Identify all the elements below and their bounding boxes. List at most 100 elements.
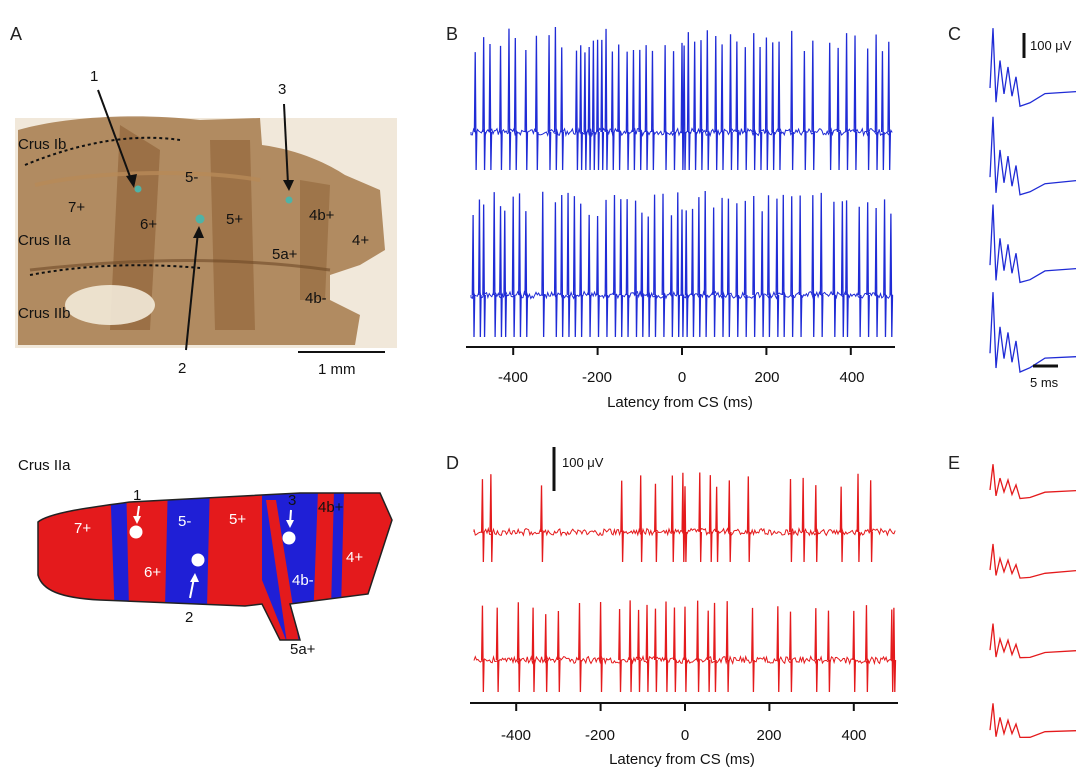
trace-b-1-spike bbox=[651, 50, 655, 171]
trace-b-2-spike bbox=[524, 211, 529, 338]
label-crus-iia: Crus IIa bbox=[18, 232, 71, 249]
trace-b-2-spike bbox=[587, 214, 592, 338]
marker-label-1: 1 bbox=[90, 68, 98, 85]
histology-section bbox=[15, 116, 397, 348]
trace-b-2-spike bbox=[697, 197, 702, 338]
trace-b-2-spike bbox=[640, 212, 645, 338]
trace-b-1-spike bbox=[632, 50, 636, 171]
trace-b-2-spike bbox=[889, 213, 894, 338]
trace-b-2-spike bbox=[613, 195, 617, 338]
schematic-site-2 bbox=[191, 553, 205, 567]
trace-d-2-spike bbox=[578, 602, 582, 693]
tick-label: -400 bbox=[501, 727, 531, 744]
marker-label-3: 3 bbox=[278, 81, 286, 98]
trace-d-2-spike bbox=[776, 606, 781, 693]
trace-b-2-spike bbox=[646, 216, 651, 338]
trace-b-2-spike bbox=[775, 198, 780, 338]
trace-d-1-spike bbox=[480, 479, 485, 563]
waveform-group-c bbox=[989, 28, 1077, 373]
trace-b-1-spike bbox=[560, 47, 564, 171]
trace-b-1-spike bbox=[680, 42, 685, 171]
trace-b-2-spike bbox=[811, 195, 816, 338]
trace-b-2-spike bbox=[819, 192, 824, 338]
tick-label: 0 bbox=[681, 727, 689, 744]
trace-d-2-spike bbox=[673, 607, 677, 693]
trace-b-1-spike bbox=[473, 52, 478, 171]
trace-b-1-spike bbox=[547, 35, 552, 171]
trace-b-1-spike bbox=[672, 51, 676, 171]
complex-spike-waveform-c bbox=[989, 292, 1077, 373]
complex-spike-waveform-c bbox=[989, 28, 1077, 108]
trace-b-1-spike bbox=[699, 40, 704, 171]
zone-label-a: 5a+ bbox=[272, 246, 298, 263]
trace-d-1-spike bbox=[489, 474, 494, 563]
trace-d-2-spike bbox=[751, 607, 755, 693]
trace-b-1-spike bbox=[524, 50, 529, 171]
trace-b-2-spike bbox=[518, 193, 522, 338]
trace-b-2-spike bbox=[874, 208, 879, 338]
trace-d-2-spike bbox=[865, 605, 869, 693]
scale-label-time-c: 5 ms bbox=[1030, 375, 1059, 390]
schematic-marker-2: 2 bbox=[185, 609, 193, 626]
tick-label: 400 bbox=[841, 727, 866, 744]
trace-b-2-spike bbox=[798, 195, 803, 338]
schematic-marker-3: 3 bbox=[288, 492, 296, 509]
trace-d-1-spike bbox=[698, 472, 703, 563]
trace-b-2-spike bbox=[883, 199, 887, 338]
schematic-title: Crus IIa bbox=[18, 457, 71, 474]
trace-b-1-spike bbox=[729, 34, 733, 171]
label-crus-iib: Crus IIb bbox=[18, 305, 71, 322]
trace-d-2-spike bbox=[696, 600, 700, 693]
trace-d-2-spike bbox=[516, 602, 521, 693]
trace-d-1-spike bbox=[715, 486, 719, 563]
tick-label: -200 bbox=[582, 369, 612, 386]
trace-b-2-spike bbox=[653, 194, 657, 338]
trace-d-2-spike bbox=[480, 605, 485, 693]
tick-label: 0 bbox=[678, 369, 686, 386]
trace-b-2-spike bbox=[471, 215, 476, 338]
trace-d-2-spike bbox=[645, 604, 650, 693]
trace-b-2-spike bbox=[499, 206, 503, 338]
trace-b-2-spike bbox=[790, 196, 794, 338]
scale-label-voltage-d: 100 μV bbox=[562, 455, 604, 470]
trace-group-d bbox=[473, 472, 897, 693]
trace-b-1-spike bbox=[575, 50, 579, 171]
zone-label-a: 6+ bbox=[140, 216, 157, 233]
trace-b-2-spike bbox=[866, 202, 870, 338]
panel-label-d: D bbox=[446, 453, 459, 473]
trace-b-1-spike bbox=[758, 47, 763, 171]
trace-group-b bbox=[470, 26, 894, 338]
trace-d-2-spike bbox=[544, 614, 548, 693]
trace-b-1-spike bbox=[874, 34, 879, 171]
tick-label: 400 bbox=[839, 369, 864, 386]
panel-label-c: C bbox=[948, 24, 961, 44]
trace-b-2-spike bbox=[579, 203, 583, 338]
trace-b-1-spike bbox=[583, 52, 588, 171]
trace-d-2-spike bbox=[495, 607, 500, 693]
trace-b-1-spike bbox=[499, 45, 503, 171]
trace-b-1-spike bbox=[735, 41, 740, 171]
tick-label: -400 bbox=[498, 369, 528, 386]
trace-d-1-spike bbox=[620, 480, 624, 563]
trace-b-2-spike bbox=[482, 204, 486, 338]
trace-b-1-spike bbox=[579, 45, 583, 171]
trace-b-2-spike bbox=[572, 196, 577, 338]
trace-b-1-spike bbox=[836, 47, 841, 171]
schematic-site-1 bbox=[129, 525, 143, 539]
trace-d-2-spike bbox=[814, 608, 819, 693]
trace-b-2-spike bbox=[553, 202, 558, 338]
trace-b-1-spike bbox=[591, 40, 596, 171]
trace-d-1-spike bbox=[727, 480, 732, 563]
trace-b-2-spike bbox=[712, 207, 716, 338]
zone-label-a: 4+ bbox=[352, 232, 369, 249]
trace-b-1-spike bbox=[828, 42, 832, 171]
trace-b-1-spike bbox=[610, 51, 615, 171]
trace-b-2-spike bbox=[840, 201, 845, 338]
trace-d-1-spike bbox=[839, 486, 844, 563]
trace-d-1-spike bbox=[654, 483, 658, 563]
trace-b-2-spike bbox=[726, 198, 731, 338]
arrow-1 bbox=[97, 89, 133, 183]
schematic-site-3 bbox=[282, 531, 296, 545]
trace-b-2-spike bbox=[596, 215, 600, 338]
trace-b-2-spike bbox=[634, 200, 638, 338]
